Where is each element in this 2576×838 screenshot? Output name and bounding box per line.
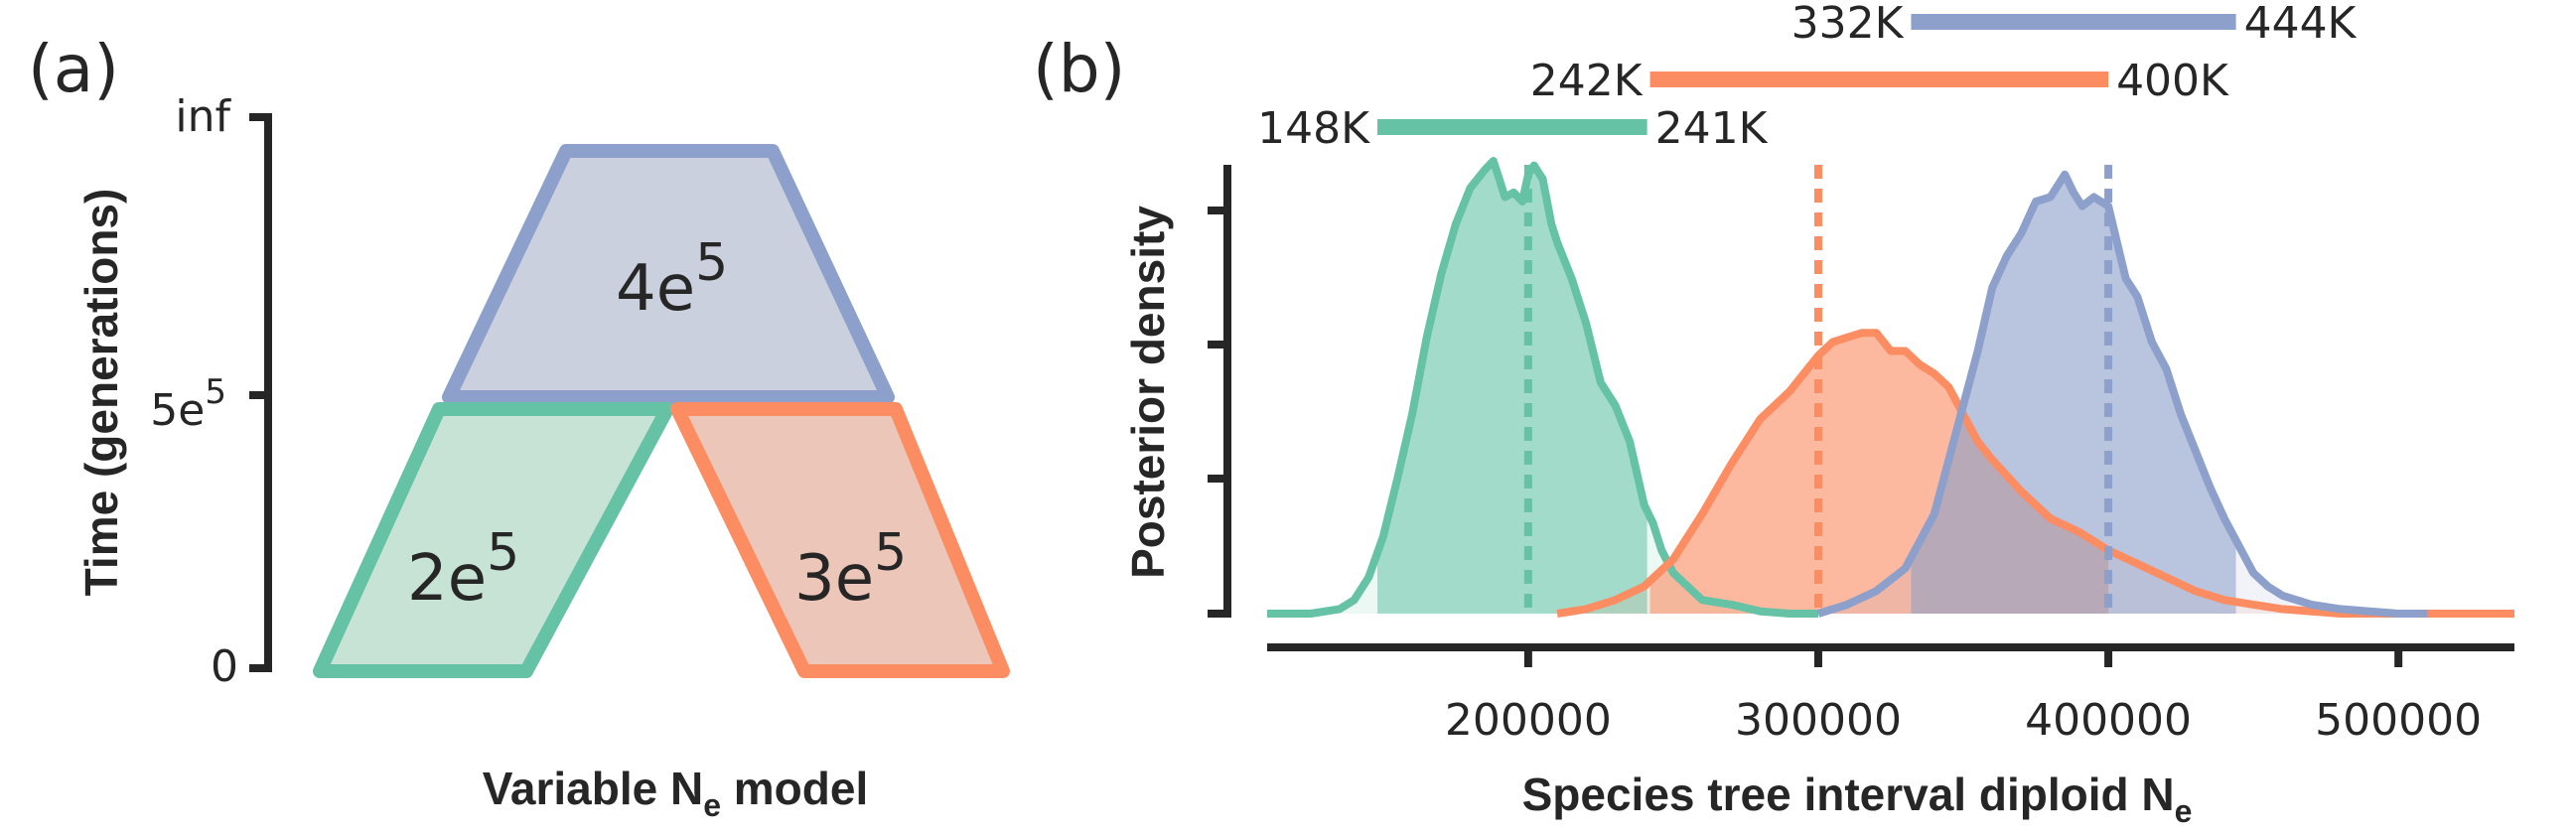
panel-b-x-ticks: 200000 300000 400000 500000 <box>1445 647 2482 746</box>
panel-a-xlabel-tail: model <box>721 763 868 814</box>
panel-a-ytick-label-0: 0 <box>211 641 238 692</box>
x-tick-label-300000: 300000 <box>1735 695 1902 746</box>
panel-a-y-axis-label: Time (generations) <box>75 189 127 597</box>
ci-low-label-1: 332K <box>1791 0 1905 49</box>
density-line-3 <box>1816 170 2428 618</box>
panel-a-xlabel-sub: e <box>703 787 721 823</box>
population-ancestral-shape <box>442 144 895 404</box>
density-ci-fill-3 <box>1911 174 2236 614</box>
x-tick-label-400000: 400000 <box>2025 695 2192 746</box>
panel-b-xlabel-main: Species tree interval diploid N <box>1522 768 2175 820</box>
density-curves <box>1267 157 2514 618</box>
density-tail-fill-1 <box>1267 161 1818 614</box>
panel-b-label: (b) <box>1033 31 1125 107</box>
x-tick-label-200000: 200000 <box>1445 695 1612 746</box>
panel-b-x-axis-label: Species tree interval diploid Ne <box>1522 768 2193 829</box>
population-left-label: 2e5 <box>407 523 519 616</box>
population-left-label-sup: 5 <box>487 523 519 583</box>
density-tail-fill-2 <box>1557 333 2514 614</box>
panel-a-label: (a) <box>28 31 119 107</box>
population-left-shape <box>313 402 674 678</box>
panel-a-x-axis-label: Variable Ne model <box>483 763 869 823</box>
ci-high-label-3: 241K <box>1655 103 1769 154</box>
population-ancestral-label-sup: 5 <box>695 233 728 293</box>
population-right-shape <box>670 402 1010 678</box>
ci-low-label-3: 148K <box>1257 103 1370 154</box>
ci-low-label-2: 242K <box>1530 56 1644 106</box>
population-ancestral-label-base: 4e <box>616 252 695 326</box>
ci-bars: 332K 444K 242K 400K 148K 241K <box>1257 0 2357 154</box>
population-right-label-base: 3e <box>794 542 874 616</box>
panel-a-ytick-label-5e5: 5e5 <box>150 372 226 436</box>
population-right-label-sup: 5 <box>874 523 907 583</box>
ci-high-label-1: 444K <box>2244 0 2358 49</box>
panel-a-ytick-5e5-base: 5e <box>150 385 205 436</box>
x-tick-label-500000: 500000 <box>2315 695 2482 746</box>
population-left-label-base: 2e <box>407 542 487 616</box>
panel-a-ytick-5e5-sup: 5 <box>205 372 226 412</box>
density-tail-fill-3 <box>1817 174 2428 614</box>
ci-high-label-2: 400K <box>2116 56 2229 106</box>
population-right-label: 3e5 <box>794 523 907 616</box>
panel-b-y-axis-label: Posterior density <box>1122 206 1174 579</box>
panel-b-xlabel-sub: e <box>2175 793 2193 829</box>
panel-a-xlabel-main: Variable N <box>483 763 703 814</box>
population-ancestral-label: 4e5 <box>616 233 728 326</box>
panel-a-ytick-label-inf: inf <box>175 91 231 142</box>
